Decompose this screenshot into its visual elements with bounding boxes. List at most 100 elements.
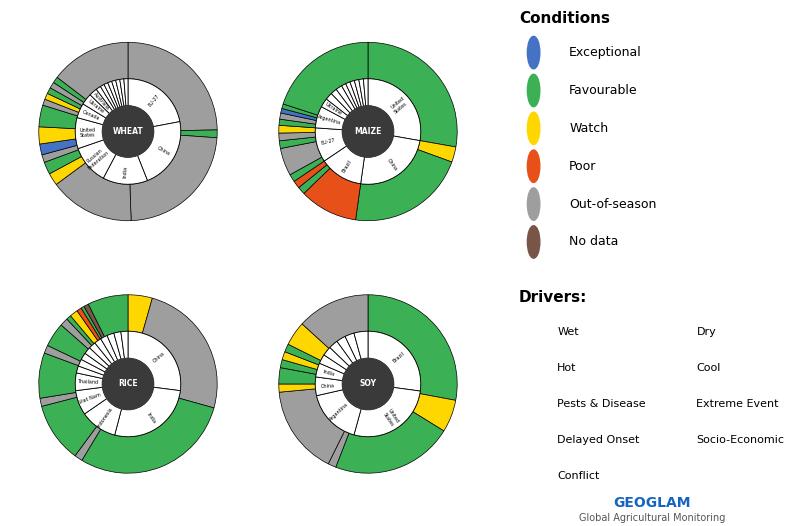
Text: Canada: Canada xyxy=(81,109,100,122)
Wedge shape xyxy=(138,122,181,180)
Text: China: China xyxy=(386,157,398,171)
Wedge shape xyxy=(77,308,100,341)
Wedge shape xyxy=(114,387,180,437)
Wedge shape xyxy=(368,331,421,391)
Text: Indonesia: Indonesia xyxy=(96,406,114,429)
Text: Pests & Disease: Pests & Disease xyxy=(558,399,646,409)
Wedge shape xyxy=(315,377,343,396)
Wedge shape xyxy=(50,83,84,106)
Wedge shape xyxy=(363,79,368,106)
Text: China: China xyxy=(156,146,171,157)
Text: Argentina: Argentina xyxy=(317,115,341,126)
Text: Out-of-season: Out-of-season xyxy=(569,198,657,210)
Wedge shape xyxy=(77,104,106,125)
Wedge shape xyxy=(90,89,113,114)
Wedge shape xyxy=(61,319,92,349)
Wedge shape xyxy=(328,431,349,467)
Wedge shape xyxy=(45,94,80,113)
Wedge shape xyxy=(128,79,180,127)
Wedge shape xyxy=(54,77,86,103)
Wedge shape xyxy=(413,393,456,431)
Wedge shape xyxy=(331,89,353,113)
Wedge shape xyxy=(128,295,152,333)
Wedge shape xyxy=(282,352,319,370)
Ellipse shape xyxy=(527,188,540,220)
Wedge shape xyxy=(81,306,102,339)
Wedge shape xyxy=(361,136,420,184)
Text: WHEAT: WHEAT xyxy=(113,127,143,136)
Wedge shape xyxy=(124,79,128,106)
Text: China: China xyxy=(152,350,166,363)
Wedge shape xyxy=(278,368,316,384)
Wedge shape xyxy=(324,146,365,184)
Wedge shape xyxy=(47,325,89,361)
Wedge shape xyxy=(294,161,327,188)
Wedge shape xyxy=(40,392,77,407)
Text: GEOGLAM: GEOGLAM xyxy=(614,496,690,510)
Wedge shape xyxy=(128,42,217,130)
Wedge shape xyxy=(317,390,361,435)
Wedge shape xyxy=(281,108,317,120)
Text: Exceptional: Exceptional xyxy=(569,46,642,59)
Text: Brazil: Brazil xyxy=(392,351,406,363)
Wedge shape xyxy=(47,88,82,109)
Circle shape xyxy=(342,358,394,410)
Wedge shape xyxy=(342,84,357,109)
Wedge shape xyxy=(56,163,131,221)
Wedge shape xyxy=(120,79,126,106)
Text: United
States: United States xyxy=(382,408,399,428)
Wedge shape xyxy=(96,86,114,111)
Wedge shape xyxy=(85,399,122,435)
Text: Extreme Event: Extreme Event xyxy=(696,399,779,409)
Wedge shape xyxy=(44,346,81,366)
Wedge shape xyxy=(88,295,128,337)
Text: Russian
Federation: Russian Federation xyxy=(83,145,110,170)
Wedge shape xyxy=(50,157,86,185)
Wedge shape xyxy=(57,42,128,99)
Wedge shape xyxy=(107,333,121,360)
Wedge shape xyxy=(90,343,112,367)
Wedge shape xyxy=(114,332,125,359)
Text: EU-27: EU-27 xyxy=(147,93,161,107)
Wedge shape xyxy=(84,304,105,338)
Wedge shape xyxy=(75,118,104,148)
Ellipse shape xyxy=(527,74,540,107)
Wedge shape xyxy=(39,105,78,129)
Wedge shape xyxy=(278,125,315,133)
Wedge shape xyxy=(324,348,350,370)
Wedge shape xyxy=(75,373,103,391)
Text: Thailand: Thailand xyxy=(77,379,98,385)
Wedge shape xyxy=(279,133,315,141)
Text: No data: No data xyxy=(569,236,618,248)
Wedge shape xyxy=(279,389,345,464)
Text: EU-27: EU-27 xyxy=(321,138,336,146)
Wedge shape xyxy=(337,337,357,363)
Wedge shape xyxy=(42,397,97,456)
Wedge shape xyxy=(112,80,122,107)
Text: United
States: United States xyxy=(390,96,409,115)
Text: China: China xyxy=(320,383,334,389)
Wedge shape xyxy=(302,295,368,348)
Text: Hot: Hot xyxy=(558,363,577,373)
Ellipse shape xyxy=(527,226,540,258)
Wedge shape xyxy=(78,359,106,375)
Text: MAIZE: MAIZE xyxy=(354,127,382,136)
Text: India: India xyxy=(123,166,129,178)
Ellipse shape xyxy=(527,150,540,183)
Wedge shape xyxy=(315,107,346,130)
Wedge shape xyxy=(77,366,104,379)
Text: India: India xyxy=(146,411,156,424)
Wedge shape xyxy=(290,157,324,181)
Wedge shape xyxy=(368,42,458,147)
Text: Poor: Poor xyxy=(569,160,597,173)
Wedge shape xyxy=(368,295,458,400)
Ellipse shape xyxy=(527,36,540,69)
Text: Favourable: Favourable xyxy=(569,84,638,97)
Wedge shape xyxy=(355,149,452,221)
Wedge shape xyxy=(345,333,361,361)
Wedge shape xyxy=(40,139,77,155)
Text: Viet Nam: Viet Nam xyxy=(78,392,102,405)
Text: Conditions: Conditions xyxy=(518,11,610,26)
Wedge shape xyxy=(70,311,98,343)
Text: Ukraine: Ukraine xyxy=(86,99,105,114)
